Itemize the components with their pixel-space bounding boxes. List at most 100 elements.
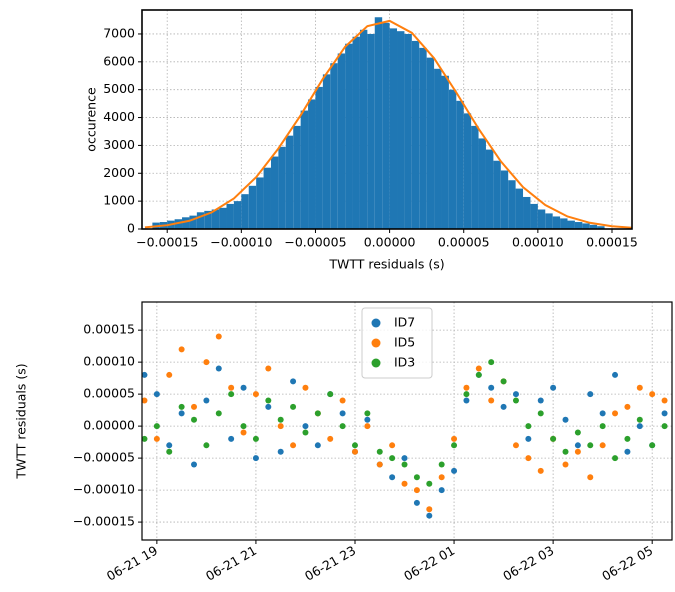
bar [211, 209, 220, 229]
point [426, 512, 433, 519]
point [389, 442, 396, 449]
legend-marker [371, 358, 381, 368]
point [191, 461, 198, 468]
point [624, 448, 631, 455]
point [636, 416, 643, 423]
y-tick-label: 4000 [103, 109, 135, 124]
point [339, 410, 346, 417]
point [475, 365, 482, 372]
bar [374, 17, 383, 229]
point [451, 435, 458, 442]
y-tick-label: 6000 [103, 53, 135, 68]
legend-label: ID3 [394, 355, 415, 370]
point [191, 416, 198, 423]
point [525, 435, 532, 442]
fit-line [144, 19, 632, 229]
point [636, 384, 643, 391]
point [413, 487, 420, 494]
point [339, 423, 346, 430]
bar [248, 185, 257, 229]
point [265, 397, 272, 404]
point [277, 448, 284, 455]
point [364, 416, 371, 423]
y-tick-label: −0.00015 [73, 514, 135, 529]
point [178, 346, 185, 353]
point [562, 461, 569, 468]
point [203, 359, 210, 366]
point [574, 429, 581, 436]
x-tick-label: −0.00010 [210, 235, 272, 250]
bar [337, 53, 346, 229]
point [550, 384, 557, 391]
point [512, 397, 519, 404]
y-tick-label: 0 [127, 221, 135, 236]
point [203, 442, 210, 449]
point [166, 371, 173, 378]
bar [597, 226, 605, 229]
point [376, 448, 383, 455]
point [327, 391, 334, 398]
plot-area [144, 17, 632, 229]
point [537, 397, 544, 404]
point [240, 429, 247, 436]
point [290, 378, 297, 385]
bar [367, 33, 375, 229]
bar [426, 57, 435, 229]
point [525, 423, 532, 430]
y-tick-label: 0.00000 [83, 418, 135, 433]
point [203, 397, 210, 404]
point [451, 467, 458, 474]
bar [574, 222, 583, 229]
point [624, 435, 631, 442]
point [252, 391, 259, 398]
point [401, 455, 408, 462]
x-tick-label: 06-22 01 [401, 543, 457, 584]
point [587, 391, 594, 398]
bar [233, 201, 242, 229]
bar [359, 29, 368, 229]
point [351, 448, 358, 455]
point [153, 423, 160, 430]
bar [270, 156, 279, 229]
point [389, 474, 396, 481]
point [389, 455, 396, 462]
y-tick-label: 0.00010 [83, 354, 135, 369]
bar [523, 196, 531, 229]
point [215, 410, 222, 417]
bar [448, 89, 457, 229]
point [153, 435, 160, 442]
point [153, 391, 160, 398]
bar [285, 135, 294, 229]
bar [471, 125, 479, 229]
bar [330, 63, 338, 229]
bar [456, 100, 464, 229]
axes-frame [141, 9, 633, 230]
bar [404, 33, 412, 229]
bar [537, 209, 546, 229]
bar [567, 220, 575, 229]
point [215, 365, 222, 372]
point [661, 397, 668, 404]
bar [263, 167, 271, 229]
point [339, 397, 346, 404]
bar [196, 212, 205, 229]
bar [508, 180, 516, 229]
point [314, 442, 321, 449]
x-tick-label: 0.00000 [364, 235, 416, 250]
point [302, 384, 309, 391]
x-tick-label: 0.00015 [586, 235, 638, 250]
point [649, 391, 656, 398]
point [240, 423, 247, 430]
point [488, 397, 495, 404]
x-tick-label: 06-21 23 [302, 543, 358, 584]
point [228, 391, 235, 398]
bar [560, 218, 568, 229]
x-tick-label: 06-21 21 [203, 543, 259, 584]
legend-marker [371, 338, 381, 348]
x-tick-label: −0.00005 [284, 235, 346, 250]
point [302, 423, 309, 430]
bar [352, 36, 360, 229]
point [512, 442, 519, 449]
point [228, 384, 235, 391]
